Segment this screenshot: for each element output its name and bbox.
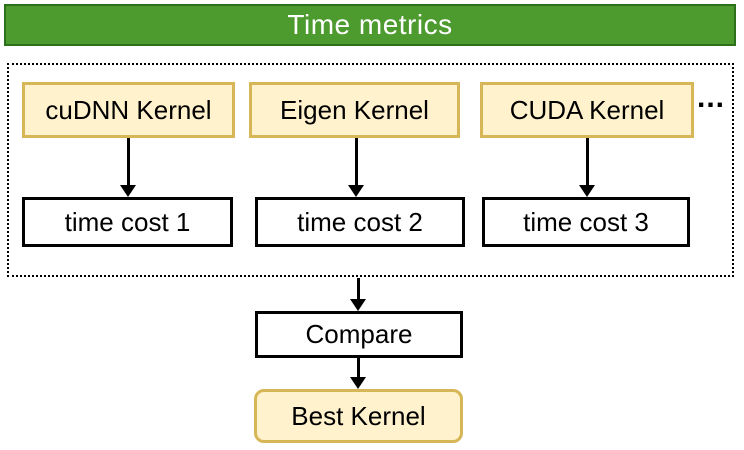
kernel-box-cuda-label: CUDA Kernel [509, 94, 665, 125]
arrow-down-costs-to-compare [350, 278, 366, 311]
kernel-box-cudnn: cuDNN Kernel [22, 82, 235, 138]
kernel-box-eigen: Eigen Kernel [249, 82, 460, 138]
arrow-down-compare-to-best [350, 358, 366, 389]
page-title: Time metrics [287, 9, 453, 40]
arrow-line [356, 278, 360, 299]
arrow-line [354, 138, 358, 185]
arrow-line [356, 358, 360, 377]
arrow-line [585, 138, 589, 185]
kernel-box-cudnn-label: cuDNN Kernel [45, 94, 212, 125]
arrow-down-cudnn-to-cost1 [120, 138, 136, 197]
time-cost-2-label: time cost 2 [297, 206, 423, 237]
kernels-container [7, 63, 734, 277]
time-cost-1-box: time cost 1 [22, 197, 233, 247]
arrow-head-icon [350, 377, 366, 389]
time-cost-3-box: time cost 3 [482, 197, 690, 247]
arrow-head-icon [579, 185, 595, 197]
title-banner: Time metrics [4, 4, 736, 46]
time-cost-3-label: time cost 3 [523, 206, 649, 237]
arrow-down-cuda-to-cost3 [579, 138, 595, 197]
compare-box: Compare [255, 311, 463, 358]
arrow-head-icon [120, 185, 136, 197]
time-cost-1-label: time cost 1 [64, 206, 191, 237]
best-kernel-label: Best Kernel [291, 400, 426, 431]
kernel-box-cuda: CUDA Kernel [480, 82, 694, 138]
arrow-line [126, 138, 130, 185]
best-kernel-box: Best Kernel [254, 389, 463, 443]
compare-label: Compare [305, 319, 413, 349]
time-cost-2-box: time cost 2 [255, 197, 465, 247]
arrow-head-icon [350, 299, 366, 311]
kernel-box-eigen-label: Eigen Kernel [280, 94, 429, 125]
arrow-head-icon [348, 185, 364, 197]
more-kernels-ellipsis: ... [697, 81, 726, 114]
arrow-down-eigen-to-cost2 [348, 138, 364, 197]
